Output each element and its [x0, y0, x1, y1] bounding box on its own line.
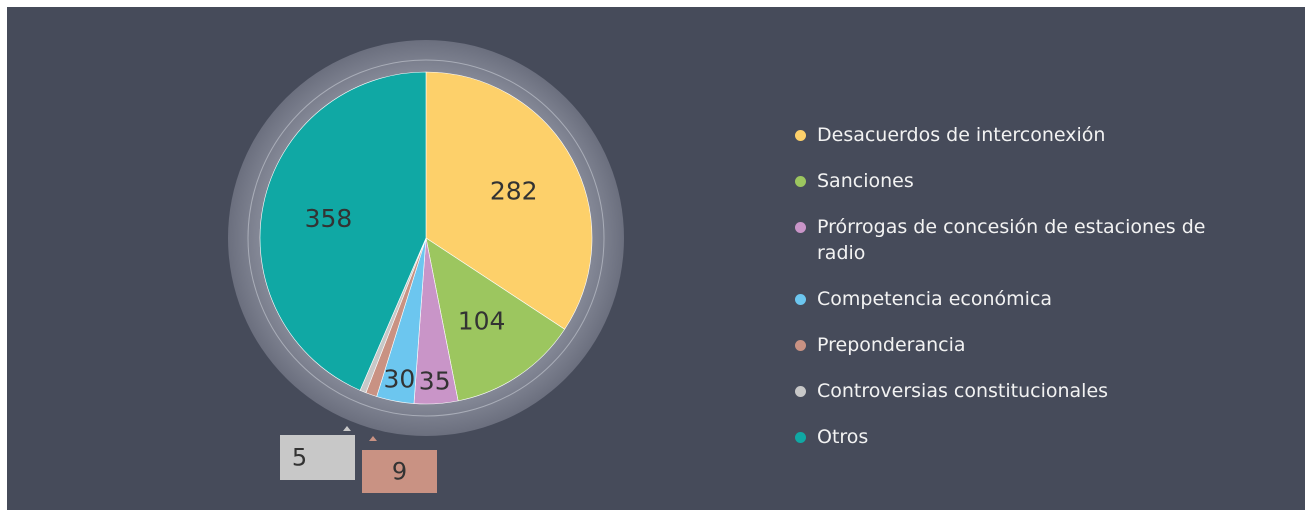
legend-label: Sanciones — [817, 170, 914, 192]
legend-marker — [795, 432, 806, 443]
legend-label: Competencia económica — [817, 288, 1053, 310]
legend-marker — [795, 386, 806, 397]
label-box — [280, 435, 355, 480]
legend-item: Sanciones — [795, 168, 1217, 194]
data-label: 104 — [458, 307, 506, 336]
legend-label: Desacuerdos de interconexión — [817, 124, 1106, 146]
legend-item: Desacuerdos de interconexión — [795, 122, 1217, 148]
legend-label: Controversias constitucionales — [817, 380, 1109, 402]
legend-item: Competencia económica — [795, 286, 1217, 312]
panel — [7, 7, 1305, 510]
legend-marker — [795, 130, 806, 141]
data-label: 30 — [384, 364, 416, 393]
data-label: 358 — [305, 204, 353, 233]
pie-slice — [425, 237, 566, 402]
legend-item: Otros — [795, 424, 1217, 450]
data-label: 9 — [392, 458, 407, 486]
legend-marker — [795, 294, 806, 305]
legend-item: Preponderancia — [795, 332, 1217, 358]
label-box — [362, 450, 437, 493]
label-pointer — [343, 426, 351, 431]
data-label: 5 — [292, 444, 307, 472]
legend-item: Controversias constitucionales — [795, 378, 1217, 404]
legend-marker — [795, 176, 806, 187]
legend-marker — [795, 340, 806, 351]
data-label: 282 — [490, 177, 538, 206]
data-label: 35 — [419, 366, 451, 395]
pie-slice — [259, 71, 427, 391]
pie-slice — [425, 71, 593, 330]
legend-item: Prórrogas de concesión de estaciones de … — [795, 214, 1217, 266]
label-pointer — [369, 436, 377, 441]
legend-label: Preponderancia — [817, 334, 966, 356]
legend-marker — [795, 222, 806, 233]
legend: Desacuerdos de interconexión Sanciones Pró… — [795, 122, 1235, 470]
legend-label: Prórrogas de concesión de estaciones de … — [817, 216, 1206, 264]
pie-ring-line — [247, 59, 605, 417]
legend-label: Otros — [817, 426, 869, 448]
